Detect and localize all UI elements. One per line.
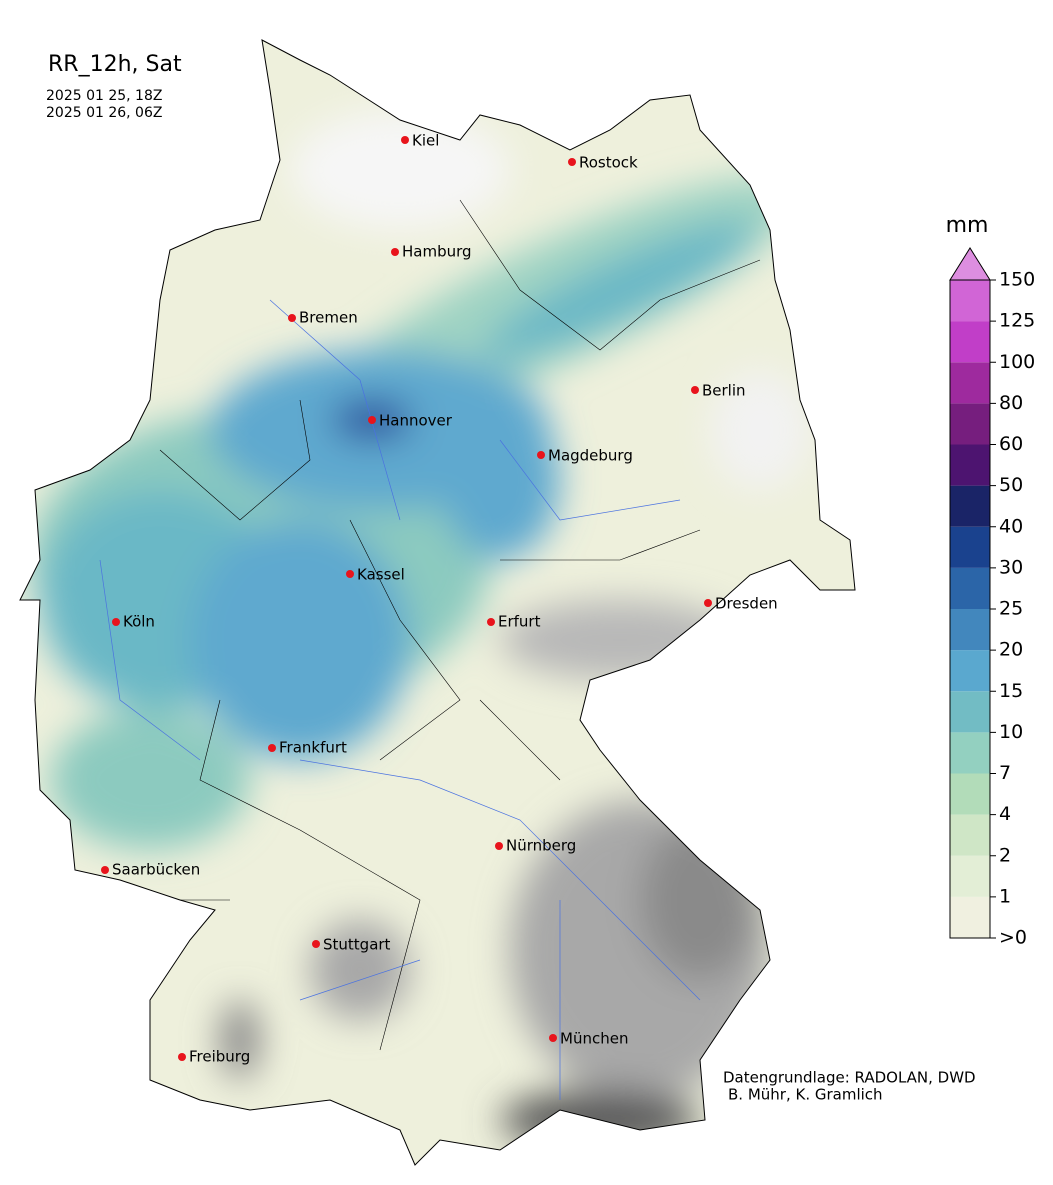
city-label: Stuttgart — [323, 936, 391, 954]
city-label: Berlin — [702, 382, 746, 400]
city-marker — [112, 618, 120, 626]
colorbar-tick-label: 80 — [999, 392, 1023, 414]
colorbar-segment — [950, 444, 990, 486]
colorbar-extension — [949, 247, 991, 281]
colorbar-segment — [950, 321, 990, 363]
colorbar-unit: mm — [946, 213, 989, 238]
city-marker — [704, 599, 712, 607]
colorbar-segment — [950, 526, 990, 568]
city-label: Dresden — [715, 595, 778, 613]
colorbar-segment — [950, 650, 990, 692]
colorbar-tick-label: 25 — [999, 598, 1023, 620]
colorbar-segment — [950, 609, 990, 651]
city-marker — [487, 618, 495, 626]
colorbar-tick-label: 7 — [999, 762, 1011, 784]
colorbar-tick-label: 20 — [999, 639, 1023, 661]
state-borders — [159, 199, 761, 1051]
colorbar-segment — [950, 362, 990, 404]
date: 2025 01 26, 06Z — [46, 105, 162, 121]
colorbar-tick-label: 15 — [999, 680, 1023, 702]
colorbar-segment — [950, 732, 990, 774]
city-label: Rostock — [579, 154, 638, 172]
colorbar-tick-label: 40 — [999, 515, 1023, 537]
country-border — [19, 39, 856, 1166]
date: 2025 01 25, 18Z — [46, 88, 162, 104]
city-marker — [101, 866, 109, 874]
colorbar-segment — [950, 773, 990, 815]
city-label: Freiburg — [189, 1048, 250, 1066]
city-marker — [346, 570, 354, 578]
colorbar-segment — [950, 280, 990, 322]
city-label: Kiel — [412, 132, 439, 150]
colorbar-tick-label: 150 — [999, 269, 1035, 291]
credit: B. Mühr, K. Gramlich — [728, 1086, 883, 1104]
city-label: München — [560, 1030, 628, 1048]
colorbar-segment — [950, 896, 990, 938]
colorbar-segment — [950, 814, 990, 856]
colorbar-segment — [950, 567, 990, 609]
city-marker — [268, 744, 276, 752]
map-title: RR_12h, Sat — [48, 52, 182, 77]
colorbar-segment — [950, 691, 990, 733]
colorbar-tick-label: 100 — [999, 351, 1035, 373]
city-label: Bremen — [299, 309, 358, 327]
city-marker — [368, 416, 376, 424]
city-label: Saarbücken — [112, 861, 200, 879]
city-marker — [401, 136, 409, 144]
city-marker — [537, 451, 545, 459]
colorbar-segment — [950, 485, 990, 527]
city-label: Köln — [123, 613, 155, 631]
colorbar-tick-label: 125 — [999, 310, 1035, 332]
city-marker — [288, 314, 296, 322]
city-label: Hamburg — [402, 243, 472, 261]
city-marker — [549, 1034, 557, 1042]
city-label: Frankfurt — [279, 739, 347, 757]
colorbar-tick-label: 50 — [999, 474, 1023, 496]
colorbar: >0 1 2 4 7 10 15 20 25 30 40 50 60 80 100 125 150 — [949, 247, 1035, 949]
colorbar-tick-label: 4 — [999, 803, 1011, 825]
colorbar-tick-label: >0 — [999, 927, 1027, 949]
colorbar-segment — [950, 855, 990, 897]
city-label: Kassel — [357, 566, 405, 584]
city-marker — [568, 158, 576, 166]
colorbar-tick-label: 1 — [999, 885, 1011, 907]
colorbar-tick-label: 30 — [999, 556, 1023, 578]
city-marker — [312, 940, 320, 948]
colorbar-tick-label: 60 — [999, 433, 1023, 455]
city-marker — [391, 248, 399, 256]
city-marker — [691, 386, 699, 394]
city-marker — [495, 842, 503, 850]
city-label: Erfurt — [498, 613, 541, 631]
colorbar-segment — [950, 403, 990, 445]
credit: Datengrundlage: RADOLAN, DWD — [723, 1069, 976, 1087]
city-label: Magdeburg — [548, 447, 633, 465]
rivers — [99, 299, 701, 1100]
city-label: Nürnberg — [506, 837, 576, 855]
city-label: Hannover — [379, 412, 453, 430]
city-marker — [178, 1053, 186, 1061]
colorbar-tick-label: 10 — [999, 721, 1023, 743]
colorbar-tick-label: 2 — [999, 844, 1011, 866]
cities: Kiel Rostock Hamburg Bremen Berlin Hanno… — [101, 132, 778, 1066]
